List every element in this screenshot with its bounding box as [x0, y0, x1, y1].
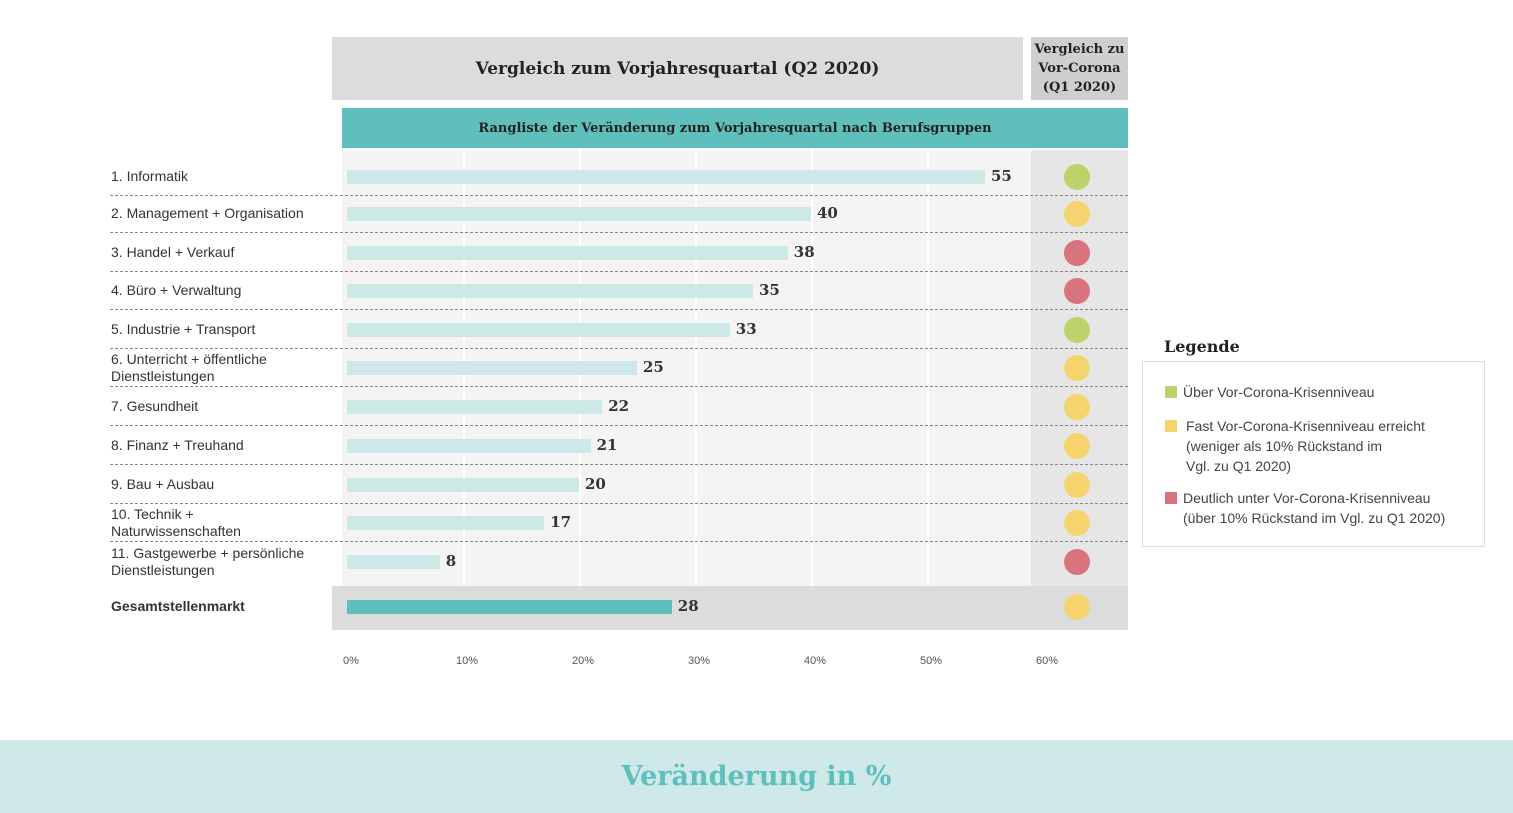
value-label: 8	[445, 552, 457, 570]
header-line: Vor-Corona	[1038, 61, 1121, 76]
x-tick-label: 20%	[571, 655, 595, 667]
category-label: 1. Informatik	[111, 168, 189, 184]
bar	[347, 600, 672, 614]
bar	[347, 516, 545, 530]
value-label: 21	[596, 436, 618, 454]
bar	[347, 323, 730, 337]
legend-item: Fast Vor-Corona-Krisenniveau erreicht (we…	[1186, 416, 1425, 476]
header-line: Vergleich zu	[1034, 42, 1125, 57]
category-label: 6. Unterricht + öffentliche Dienstleistu…	[111, 351, 267, 384]
legend-text: (über 10% Rückstand im Vgl. zu Q1 2020)	[1183, 510, 1446, 526]
row-separator	[110, 232, 1128, 233]
x-tick-label: 40%	[803, 655, 827, 667]
value-label: 28	[677, 597, 699, 615]
status-dot	[1064, 394, 1090, 420]
legend-text: (weniger als 10% Rückstand im	[1186, 438, 1383, 454]
header-line: (Q1 2020)	[1042, 80, 1117, 95]
status-dot	[1064, 594, 1090, 620]
category-label: 3. Handel + Verkauf	[111, 244, 235, 260]
value-label: 20	[585, 475, 606, 493]
gridline	[811, 150, 813, 586]
bar	[347, 361, 637, 375]
x-tick-label: 50%	[919, 655, 943, 667]
value-label: 38	[793, 243, 815, 261]
legend-item: Deutlich unter Vor-Corona-Krisenniveau (ü…	[1183, 488, 1445, 528]
value-label: 17	[550, 513, 572, 531]
status-dot	[1064, 472, 1090, 498]
category-label: 7. Gesundheit	[111, 398, 199, 414]
status-dot	[1064, 355, 1090, 381]
chart-title: Vergleich zum Vorjahresquartal (Q2 2020)	[332, 37, 1023, 100]
row-separator	[110, 386, 1128, 387]
value-label: 40	[817, 204, 838, 222]
legend-swatch	[1165, 420, 1177, 432]
row-separator	[110, 348, 1128, 349]
category-label: 11. Gastgewerbe + persönliche Dienstleis…	[111, 545, 305, 578]
gridline	[695, 150, 697, 586]
status-dot	[1064, 433, 1090, 459]
value-label: 33	[735, 320, 757, 338]
row-separator	[110, 425, 1128, 426]
row-separator	[110, 271, 1128, 272]
legend-item: Über Vor-Corona-Krisenniveau	[1183, 382, 1374, 402]
x-axis-title: Veränderung in %	[0, 740, 1513, 813]
category-label: 4. Büro + Verwaltung	[111, 282, 242, 298]
legend-title: Legende	[1164, 337, 1240, 356]
status-dot	[1064, 317, 1090, 343]
legend-text: Deutlich unter Vor-Corona-Krisenniveau	[1183, 490, 1431, 506]
category-label: Gesamtstellenmarkt	[111, 598, 245, 614]
x-tick-label: 10%	[455, 655, 479, 667]
x-tick-label: 60%	[1035, 655, 1059, 667]
x-tick-label: 0%	[343, 655, 359, 667]
status-dot	[1064, 240, 1090, 266]
bar	[347, 439, 591, 453]
value-label: 22	[608, 397, 630, 415]
row-separator	[110, 503, 1128, 504]
bar	[347, 207, 811, 221]
gridline	[927, 150, 929, 586]
legend-text: Über Vor-Corona-Krisenniveau	[1183, 384, 1375, 400]
bar	[347, 400, 603, 414]
status-dot	[1064, 201, 1090, 227]
bar	[347, 246, 788, 260]
legend-text: Fast Vor-Corona-Krisenniveau erreicht	[1186, 418, 1425, 434]
legend: Über Vor-Corona-Krisenniveau Fast Vor-Cor…	[1142, 361, 1485, 547]
value-label: 35	[759, 281, 780, 299]
value-label: 25	[643, 358, 664, 376]
status-dot	[1064, 549, 1090, 575]
row-separator	[110, 464, 1128, 465]
bar	[347, 284, 753, 298]
category-label: 5. Industrie + Transport	[111, 321, 256, 337]
legend-text: Vgl. zu Q1 2020)	[1186, 458, 1292, 474]
row-separator	[110, 309, 1128, 310]
legend-swatch	[1165, 492, 1177, 504]
row-separator	[110, 195, 1128, 196]
chart-subtitle: Rangliste der Veränderung zum Vorjahresq…	[342, 108, 1128, 148]
value-label: 55	[991, 167, 1012, 185]
status-dot	[1064, 278, 1090, 304]
comparison-column-header: Vergleich zu Vor-Corona (Q1 2020)	[1031, 37, 1128, 100]
bar	[347, 478, 579, 492]
status-dot	[1064, 164, 1090, 190]
legend-swatch	[1165, 386, 1177, 398]
category-label: 9. Bau + Ausbau	[111, 476, 215, 492]
category-label: 10. Technik + Naturwissenschaften	[111, 506, 241, 539]
status-dot	[1064, 510, 1090, 536]
category-label: 2. Management + Organisation	[111, 205, 304, 221]
bar	[347, 170, 985, 184]
bar	[347, 555, 440, 569]
row-separator	[110, 541, 1128, 542]
category-label: 8. Finanz + Treuhand	[111, 437, 244, 453]
x-tick-label: 30%	[687, 655, 711, 667]
